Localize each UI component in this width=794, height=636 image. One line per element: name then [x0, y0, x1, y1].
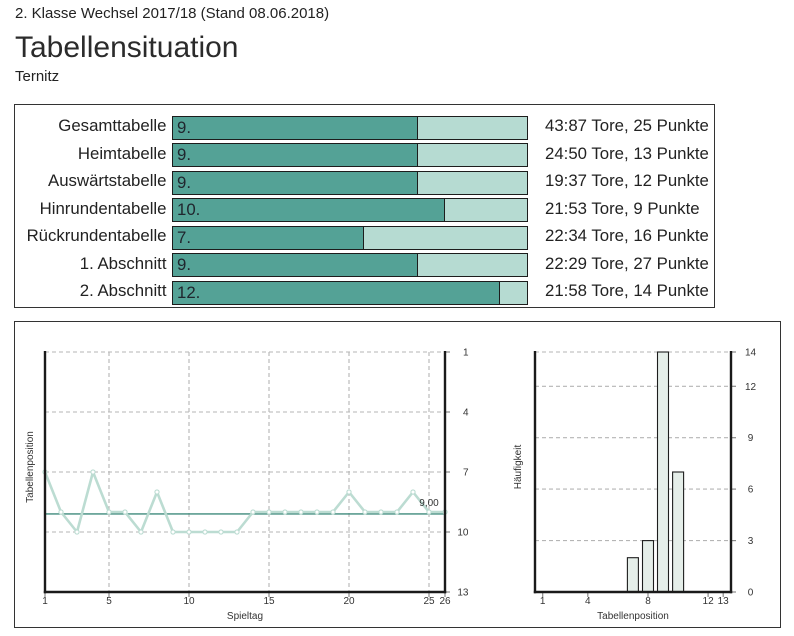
svg-text:8: 8 [645, 596, 651, 607]
svg-text:26: 26 [439, 596, 451, 607]
svg-text:1: 1 [463, 348, 469, 359]
svg-text:3: 3 [748, 536, 754, 547]
svg-text:20: 20 [343, 596, 355, 607]
svg-text:5: 5 [106, 596, 112, 607]
svg-text:0: 0 [748, 588, 754, 599]
svg-text:6: 6 [748, 485, 754, 496]
svg-text:Tabellenposition: Tabellenposition [25, 431, 36, 503]
svg-text:12: 12 [703, 596, 715, 607]
svg-text:1: 1 [540, 596, 546, 607]
svg-text:4: 4 [463, 408, 469, 419]
svg-text:9: 9 [748, 433, 754, 444]
svg-text:13: 13 [457, 588, 469, 599]
svg-text:4: 4 [585, 596, 591, 607]
svg-text:25: 25 [423, 596, 435, 607]
svg-text:13: 13 [718, 596, 730, 607]
svg-text:Häufigkeit: Häufigkeit [513, 445, 524, 490]
svg-text:1: 1 [42, 596, 48, 607]
svg-text:Tabellenposition: Tabellenposition [597, 611, 669, 622]
svg-text:14: 14 [745, 348, 757, 359]
svg-text:9,00: 9,00 [419, 498, 439, 509]
svg-text:15: 15 [263, 596, 275, 607]
svg-text:7: 7 [463, 468, 469, 479]
svg-text:12: 12 [745, 382, 757, 393]
svg-text:10: 10 [183, 596, 195, 607]
svg-text:Spieltag: Spieltag [227, 611, 263, 622]
svg-text:10: 10 [457, 528, 469, 539]
